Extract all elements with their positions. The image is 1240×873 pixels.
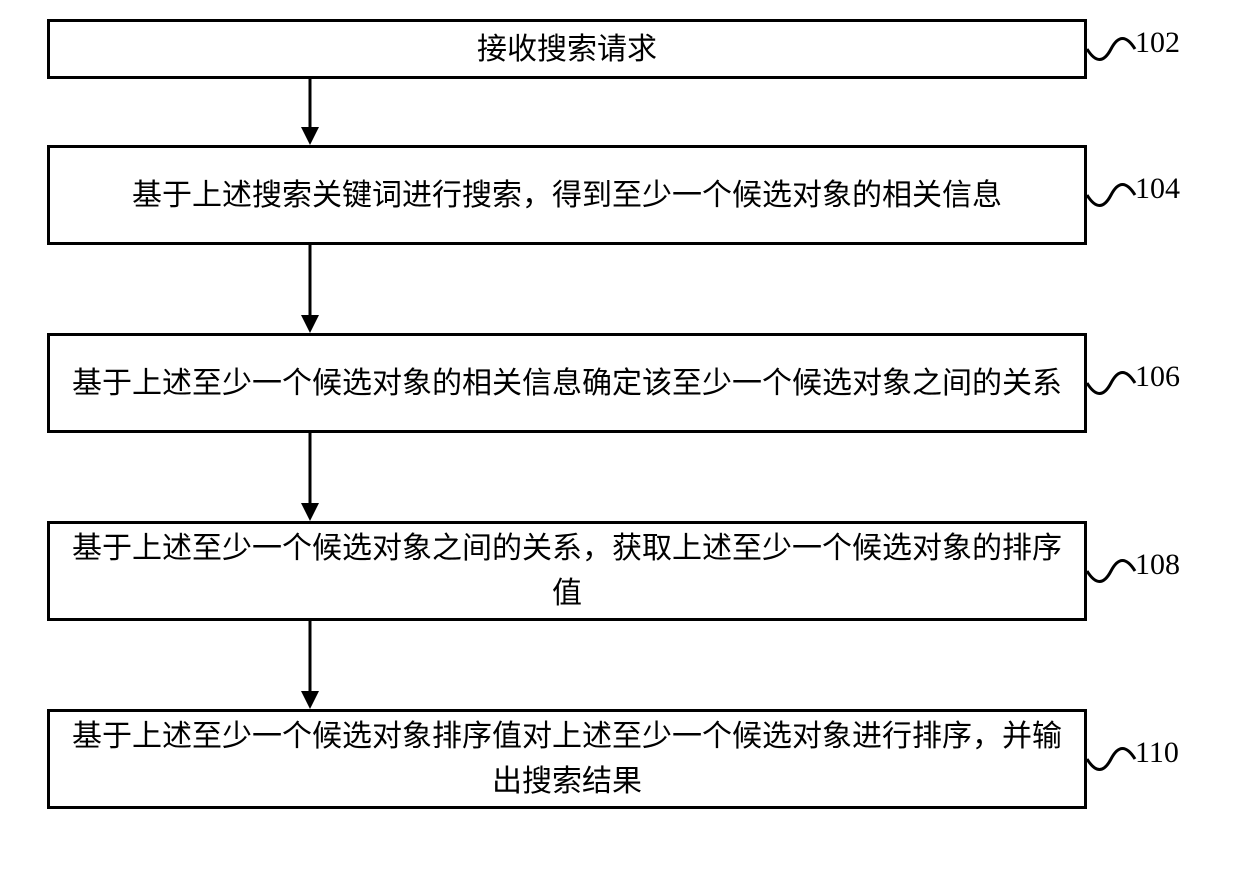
- step-text: 基于上述至少一个候选对象排序值对上述至少一个候选对象进行排序，并输出搜索结果: [70, 714, 1064, 804]
- label-text: 104: [1135, 172, 1180, 205]
- label-text: 102: [1135, 26, 1180, 59]
- step-box-106: 基于上述至少一个候选对象的相关信息确定该至少一个候选对象之间的关系: [47, 333, 1087, 433]
- step-text: 基于上述至少一个候选对象之间的关系，获取上述至少一个候选对象的排序值: [70, 526, 1064, 616]
- step-box-108: 基于上述至少一个候选对象之间的关系，获取上述至少一个候选对象的排序值: [47, 521, 1087, 621]
- step-label-104: 104: [1135, 172, 1180, 206]
- step-text: 基于上述至少一个候选对象的相关信息确定该至少一个候选对象之间的关系: [72, 361, 1062, 406]
- label-text: 110: [1135, 736, 1179, 769]
- arrow-104-106: [301, 245, 319, 333]
- arrow-108-110: [301, 621, 319, 709]
- step-label-102: 102: [1135, 26, 1180, 60]
- step-label-110: 110: [1135, 736, 1179, 770]
- step-text: 基于上述搜索关键词进行搜索，得到至少一个候选对象的相关信息: [132, 173, 1002, 218]
- step-label-108: 108: [1135, 548, 1180, 582]
- step-text: 接收搜索请求: [477, 27, 657, 72]
- flowchart-container: 接收搜索请求 102 基于上述搜索关键词进行搜索，得到至少一个候选对象的相关信息…: [0, 0, 1240, 873]
- arrow-106-108: [301, 433, 319, 521]
- step-label-106: 106: [1135, 360, 1180, 394]
- step-box-104: 基于上述搜索关键词进行搜索，得到至少一个候选对象的相关信息: [47, 145, 1087, 245]
- arrow-102-104: [301, 79, 319, 145]
- label-text: 106: [1135, 360, 1180, 393]
- label-text: 108: [1135, 548, 1180, 581]
- step-box-102: 接收搜索请求: [47, 19, 1087, 79]
- step-box-110: 基于上述至少一个候选对象排序值对上述至少一个候选对象进行排序，并输出搜索结果: [47, 709, 1087, 809]
